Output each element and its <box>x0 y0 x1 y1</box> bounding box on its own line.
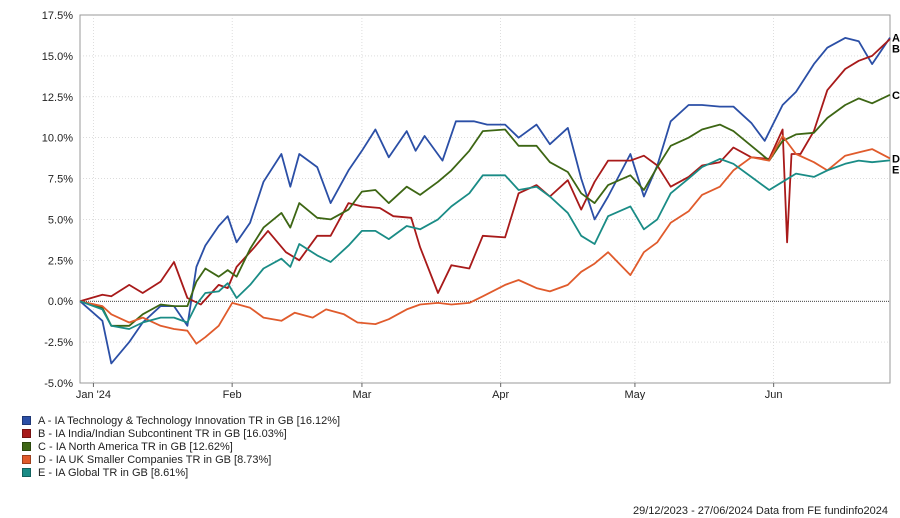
grid-lines <box>80 15 890 383</box>
x-tick-label: Apr <box>492 389 509 400</box>
series-line-e <box>79 158 891 330</box>
x-tick-label: Mar <box>352 389 371 400</box>
series-line-b <box>79 38 891 306</box>
series-line-d <box>79 135 891 345</box>
y-tick-label: -2.5% <box>44 337 73 349</box>
legend-label: D - IA UK Smaller Companies TR in GB [8.… <box>38 453 272 466</box>
series-line-c <box>79 93 891 327</box>
series-end-labels: AB C DE <box>892 33 900 177</box>
legend-label: A - IA Technology & Technology Innovatio… <box>38 414 341 427</box>
legend-item-e: E - IA Global TR in GB [8.61%] <box>22 466 340 479</box>
legend-item-a: A - IA Technology & Technology Innovatio… <box>22 414 340 427</box>
y-tick-label: 10.0% <box>42 133 73 145</box>
legend: A - IA Technology & Technology Innovatio… <box>22 414 340 479</box>
plot-area <box>79 14 891 384</box>
y-tick-label: 7.5% <box>48 174 73 186</box>
x-tick-label: Feb <box>223 389 242 400</box>
legend-item-b: B - IA India/Indian Subcontinent TR in G… <box>22 427 340 440</box>
y-tick-label: 2.5% <box>48 255 73 267</box>
series-lines <box>79 37 891 365</box>
performance-chart: 17.5% 15.0% 12.5% 10.0% 7.5% 5.0% 2.5% 0.0% -2.5… <box>42 10 900 400</box>
end-label-b: B <box>892 44 900 56</box>
series-line-a <box>79 37 891 365</box>
legend-item-c: C - IA North America TR in GB [12.62%] <box>22 440 340 453</box>
x-tick-label: May <box>625 389 646 400</box>
legend-swatch <box>22 442 31 451</box>
y-tick-label: 12.5% <box>42 92 73 104</box>
end-label-a: A <box>892 33 900 45</box>
y-axis-ticks: 17.5% 15.0% 12.5% 10.0% 7.5% 5.0% 2.5% 0.0% -2.5… <box>42 10 73 390</box>
footer: 29/12/2023 - 27/06/2024 Data from FE fun… <box>633 505 888 517</box>
y-tick-label: 17.5% <box>42 10 73 22</box>
y-tick-label: 15.0% <box>42 51 73 63</box>
legend-swatch <box>22 416 31 425</box>
x-tick-label: Jan '24 <box>76 389 111 400</box>
x-tick-label: Jun <box>765 389 783 400</box>
x-axis-ticks: Jan '24 Feb Mar Apr May Jun <box>76 383 783 400</box>
y-tick-label: -5.0% <box>44 378 73 390</box>
legend-label: E - IA Global TR in GB [8.61%] <box>38 466 189 479</box>
footer-date-range: 29/12/2023 - 27/06/2024 <box>632 505 753 517</box>
y-tick-label: 5.0% <box>48 214 73 226</box>
end-label-e: E <box>892 164 899 176</box>
legend-swatch <box>22 455 31 464</box>
footer-source: Data from FE fundinfo2024 <box>755 505 888 517</box>
end-label-c: C <box>892 90 900 102</box>
legend-item-d: D - IA UK Smaller Companies TR in GB [8.… <box>22 453 340 466</box>
legend-swatch <box>22 429 31 438</box>
legend-swatch <box>22 468 31 477</box>
legend-label: B - IA India/Indian Subcontinent TR in G… <box>38 427 287 440</box>
legend-label: C - IA North America TR in GB [12.62%] <box>38 440 233 453</box>
y-tick-label: 0.0% <box>48 296 73 308</box>
end-label-d: D <box>892 153 900 165</box>
